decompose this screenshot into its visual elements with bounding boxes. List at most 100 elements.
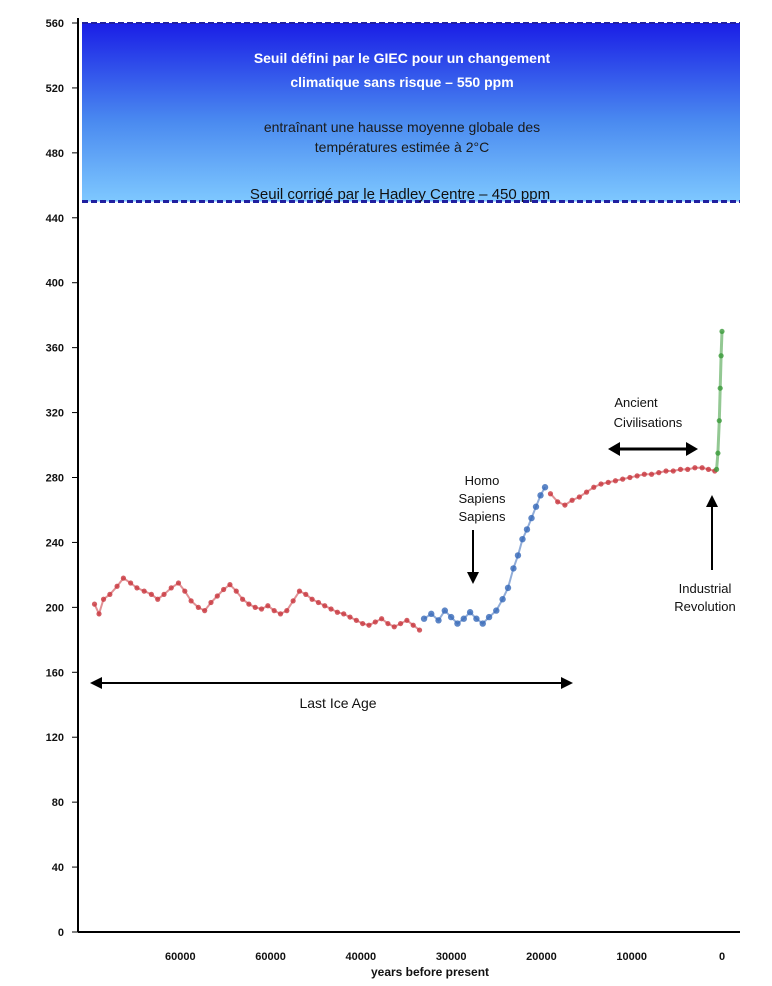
data-series bbox=[91, 328, 725, 633]
data-point bbox=[499, 596, 506, 603]
y-tick-label: 360 bbox=[46, 343, 64, 355]
x-axis-label: years before present bbox=[371, 965, 489, 979]
data-point bbox=[91, 601, 98, 607]
data-point bbox=[239, 596, 246, 602]
data-point bbox=[504, 584, 512, 592]
x-tick-label: 20000 bbox=[526, 951, 557, 963]
data-point bbox=[514, 552, 522, 559]
x-tick-label: 0 bbox=[719, 951, 725, 963]
data-point bbox=[328, 606, 334, 612]
data-point bbox=[532, 503, 540, 510]
data-point bbox=[114, 583, 120, 589]
data-point bbox=[366, 622, 372, 628]
data-point bbox=[627, 474, 633, 481]
data-point bbox=[493, 607, 500, 614]
data-point bbox=[605, 479, 611, 485]
ancient-civilisations-label-2: Civilisations bbox=[614, 415, 683, 430]
data-point bbox=[161, 591, 167, 597]
data-point bbox=[341, 611, 347, 617]
data-point bbox=[620, 476, 626, 482]
data-point bbox=[258, 606, 265, 612]
homo-sapiens-label-1: Homo bbox=[465, 473, 500, 488]
data-point bbox=[404, 617, 410, 623]
threshold-text-line-3: entraînant une hausse moyenne globale de… bbox=[264, 119, 540, 135]
data-point bbox=[718, 353, 724, 359]
data-point bbox=[168, 585, 174, 591]
data-point bbox=[598, 481, 604, 487]
y-tick-label: 40 bbox=[52, 862, 64, 874]
data-point bbox=[634, 473, 640, 479]
data-point bbox=[128, 580, 134, 586]
data-point bbox=[441, 607, 449, 614]
threshold-text-line-5: Seuil corrigé par le Hadley Centre – 450… bbox=[250, 186, 550, 203]
data-point bbox=[447, 613, 455, 621]
data-point bbox=[290, 598, 296, 604]
arrowhead-left bbox=[608, 442, 620, 456]
arrowhead-right bbox=[561, 677, 573, 689]
data-point bbox=[397, 620, 404, 627]
data-point bbox=[96, 611, 102, 617]
data-point bbox=[391, 624, 397, 630]
data-point bbox=[428, 610, 435, 618]
data-point bbox=[569, 497, 575, 503]
industrial-revolution-arrowhead bbox=[706, 495, 718, 507]
y-tick-label: 520 bbox=[46, 83, 64, 95]
data-point bbox=[277, 611, 284, 617]
homo-sapiens-annotation: Homo Sapiens Sapiens bbox=[459, 473, 506, 584]
data-point bbox=[537, 492, 544, 499]
data-point bbox=[519, 535, 526, 543]
y-tick-label: 280 bbox=[46, 473, 64, 485]
industrial-revolution-label-2: Revolution bbox=[674, 599, 735, 614]
last-ice-age-label: Last Ice Age bbox=[299, 695, 376, 711]
data-point bbox=[510, 565, 517, 572]
data-point bbox=[547, 491, 554, 497]
y-tick-label: 200 bbox=[46, 602, 64, 614]
y-tick-label: 560 bbox=[46, 18, 64, 30]
x-axis-ticks: 60000 60000 40000 30000 20000 10000 0 bbox=[165, 951, 725, 963]
data-point bbox=[466, 609, 474, 616]
data-point bbox=[148, 591, 154, 597]
data-point bbox=[420, 615, 428, 622]
data-point bbox=[385, 620, 391, 627]
threshold-text-line-4: températures estimée à 2°C bbox=[315, 139, 489, 155]
data-point bbox=[562, 502, 568, 508]
data-point bbox=[648, 471, 655, 477]
data-point bbox=[416, 627, 423, 633]
data-point bbox=[692, 465, 698, 471]
data-point bbox=[410, 622, 416, 628]
x-tick-label: 10000 bbox=[616, 951, 647, 963]
ancient-civilisations-label-1: Ancient bbox=[614, 395, 658, 410]
data-point bbox=[347, 614, 353, 620]
data-point bbox=[182, 588, 188, 594]
data-point bbox=[523, 526, 531, 533]
arrowhead-left bbox=[90, 677, 102, 689]
data-point bbox=[208, 599, 214, 606]
data-point bbox=[435, 617, 442, 624]
data-point bbox=[372, 619, 378, 625]
y-tick-label: 120 bbox=[46, 732, 64, 744]
data-point bbox=[195, 604, 201, 610]
data-point bbox=[541, 484, 549, 491]
data-point bbox=[100, 596, 107, 602]
industrial-revolution-annotation: Industrial Revolution bbox=[674, 495, 736, 614]
data-point bbox=[188, 598, 194, 604]
x-tick-label: 60000 bbox=[255, 951, 286, 963]
data-point bbox=[252, 604, 258, 610]
data-point bbox=[246, 601, 252, 607]
x-tick-label: 40000 bbox=[346, 951, 377, 963]
series-line bbox=[715, 331, 724, 470]
data-point bbox=[719, 328, 725, 335]
x-tick-label: 60000 bbox=[165, 951, 196, 963]
data-point bbox=[612, 478, 619, 484]
arrowhead-right bbox=[686, 442, 698, 456]
y-tick-label: 160 bbox=[46, 667, 64, 679]
y-tick-label: 440 bbox=[46, 213, 64, 225]
data-point bbox=[677, 466, 684, 472]
threshold-text-line-1: Seuil défini par le GIEC pour un changem… bbox=[254, 50, 551, 66]
threshold-band bbox=[82, 23, 740, 202]
data-point bbox=[175, 580, 182, 586]
data-point bbox=[485, 613, 493, 621]
data-point bbox=[705, 466, 712, 472]
